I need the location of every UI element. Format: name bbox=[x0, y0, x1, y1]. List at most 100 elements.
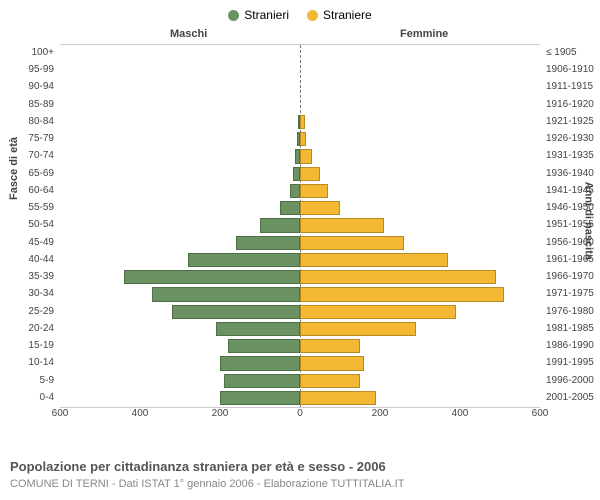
bar-female bbox=[300, 201, 340, 215]
pyramid-row: 45-491956-1960 bbox=[60, 235, 540, 252]
pyramid-row: 95-991906-1910 bbox=[60, 62, 540, 79]
pyramid-row: 60-641941-1945 bbox=[60, 183, 540, 200]
age-label: 20-24 bbox=[6, 323, 54, 334]
top-label-male: Maschi bbox=[170, 28, 207, 40]
age-label: 40-44 bbox=[6, 254, 54, 265]
age-label: 0-4 bbox=[6, 392, 54, 403]
age-label: 45-49 bbox=[6, 237, 54, 248]
bar-male bbox=[224, 374, 300, 388]
age-label: 90-94 bbox=[6, 81, 54, 92]
age-label: 100+ bbox=[6, 47, 54, 58]
bar-male bbox=[236, 236, 300, 250]
bar-male bbox=[228, 339, 300, 353]
birth-year-label: 1991-1995 bbox=[546, 357, 600, 368]
pyramid-row: 50-541951-1955 bbox=[60, 217, 540, 234]
bar-female bbox=[300, 236, 404, 250]
birth-year-label: 1921-1925 bbox=[546, 116, 600, 127]
chart-source: COMUNE DI TERNI - Dati ISTAT 1° gennaio … bbox=[10, 478, 404, 490]
x-tick-label: 200 bbox=[212, 408, 229, 419]
legend-item-female: Straniere bbox=[307, 8, 372, 22]
pyramid-row: 75-791926-1930 bbox=[60, 131, 540, 148]
bar-male bbox=[280, 201, 300, 215]
birth-year-label: 1951-1955 bbox=[546, 219, 600, 230]
bar-female bbox=[300, 305, 456, 319]
pyramid-row: 20-241981-1985 bbox=[60, 321, 540, 338]
bar-male bbox=[220, 391, 300, 405]
pyramid-row: 30-341971-1975 bbox=[60, 286, 540, 303]
bar-female bbox=[300, 132, 306, 146]
bar-female bbox=[300, 322, 416, 336]
population-pyramid-chart: Stranieri Straniere Maschi Femmine Fasce… bbox=[0, 0, 600, 500]
pyramid-row: 5-91996-2000 bbox=[60, 373, 540, 390]
bar-female bbox=[300, 339, 360, 353]
legend-swatch-male bbox=[228, 10, 239, 21]
age-label: 95-99 bbox=[6, 64, 54, 75]
x-tick-label: 600 bbox=[52, 408, 69, 419]
bar-female bbox=[300, 287, 504, 301]
legend-label-male: Stranieri bbox=[244, 8, 289, 22]
bar-female bbox=[300, 356, 364, 370]
birth-year-label: 1931-1935 bbox=[546, 150, 600, 161]
bar-female bbox=[300, 374, 360, 388]
bar-male bbox=[293, 167, 300, 181]
x-tick-label: 400 bbox=[452, 408, 469, 419]
birth-year-label: 1976-1980 bbox=[546, 306, 600, 317]
bar-female bbox=[300, 253, 448, 267]
pyramid-row: 10-141991-1995 bbox=[60, 355, 540, 372]
age-label: 60-64 bbox=[6, 185, 54, 196]
pyramid-row: 65-691936-1940 bbox=[60, 166, 540, 183]
chart-title: Popolazione per cittadinanza straniera p… bbox=[10, 459, 386, 474]
plot-inner: 100+≤ 190595-991906-191090-941911-191585… bbox=[60, 44, 540, 408]
bar-male bbox=[188, 253, 300, 267]
pyramid-row: 35-391966-1970 bbox=[60, 269, 540, 286]
pyramid-row: 55-591946-1950 bbox=[60, 200, 540, 217]
birth-year-label: 1986-1990 bbox=[546, 340, 600, 351]
birth-year-label: 1996-2000 bbox=[546, 375, 600, 386]
birth-year-label: 1941-1945 bbox=[546, 185, 600, 196]
bar-male bbox=[152, 287, 300, 301]
top-label-female: Femmine bbox=[400, 28, 448, 40]
birth-year-label: 1956-1960 bbox=[546, 237, 600, 248]
bar-female bbox=[300, 184, 328, 198]
birth-year-label: 1906-1910 bbox=[546, 64, 600, 75]
legend-item-male: Stranieri bbox=[228, 8, 289, 22]
age-label: 50-54 bbox=[6, 219, 54, 230]
age-label: 80-84 bbox=[6, 116, 54, 127]
age-label: 25-29 bbox=[6, 306, 54, 317]
age-label: 35-39 bbox=[6, 271, 54, 282]
bar-female bbox=[300, 149, 312, 163]
pyramid-row: 80-841921-1925 bbox=[60, 114, 540, 131]
x-axis: 6004002000200400600 bbox=[60, 408, 540, 424]
age-label: 75-79 bbox=[6, 133, 54, 144]
x-tick-label: 200 bbox=[372, 408, 389, 419]
age-label: 65-69 bbox=[6, 168, 54, 179]
pyramid-row: 0-42001-2005 bbox=[60, 390, 540, 407]
birth-year-label: 1911-1915 bbox=[546, 81, 600, 92]
legend-swatch-female bbox=[307, 10, 318, 21]
x-tick-label: 600 bbox=[532, 408, 549, 419]
x-tick-label: 0 bbox=[297, 408, 303, 419]
age-label: 55-59 bbox=[6, 202, 54, 213]
birth-year-label: 1966-1970 bbox=[546, 271, 600, 282]
bar-female bbox=[300, 270, 496, 284]
birth-year-label: 1936-1940 bbox=[546, 168, 600, 179]
bar-female bbox=[300, 391, 376, 405]
pyramid-row: 90-941911-1915 bbox=[60, 79, 540, 96]
x-tick-label: 400 bbox=[132, 408, 149, 419]
bar-male bbox=[290, 184, 300, 198]
age-label: 70-74 bbox=[6, 150, 54, 161]
age-label: 85-89 bbox=[6, 99, 54, 110]
birth-year-label: ≤ 1905 bbox=[546, 47, 600, 58]
birth-year-label: 1981-1985 bbox=[546, 323, 600, 334]
pyramid-row: 25-291976-1980 bbox=[60, 304, 540, 321]
birth-year-label: 1926-1930 bbox=[546, 133, 600, 144]
plot-area: 100+≤ 190595-991906-191090-941911-191585… bbox=[60, 44, 540, 424]
pyramid-row: 15-191986-1990 bbox=[60, 338, 540, 355]
pyramid-row: 40-441961-1965 bbox=[60, 252, 540, 269]
bar-male bbox=[172, 305, 300, 319]
pyramid-row: 100+≤ 1905 bbox=[60, 45, 540, 62]
bar-female bbox=[300, 115, 305, 129]
birth-year-label: 2001-2005 bbox=[546, 392, 600, 403]
bar-female bbox=[300, 218, 384, 232]
legend: Stranieri Straniere bbox=[0, 0, 600, 26]
